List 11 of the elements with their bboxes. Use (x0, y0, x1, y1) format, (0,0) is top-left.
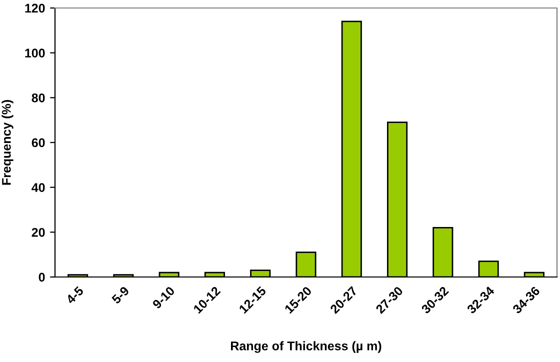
y-tick-label: 20 (32, 228, 45, 237)
x-tick-label: 5-9 (111, 286, 130, 304)
x-tick-label: 4-5 (66, 286, 84, 304)
y-tick-label: 40 (32, 183, 45, 192)
y-axis-title: Frequency (%) (2, 100, 14, 185)
y-tick-label: 0 (38, 272, 45, 282)
y-tick-label: 100 (25, 48, 45, 58)
y-tick-label: 120 (25, 4, 45, 13)
x-axis-title: Range of Thickness (µ m) (231, 341, 382, 353)
y-tick-label: 60 (32, 138, 45, 148)
y-tick-label: 80 (32, 93, 45, 102)
